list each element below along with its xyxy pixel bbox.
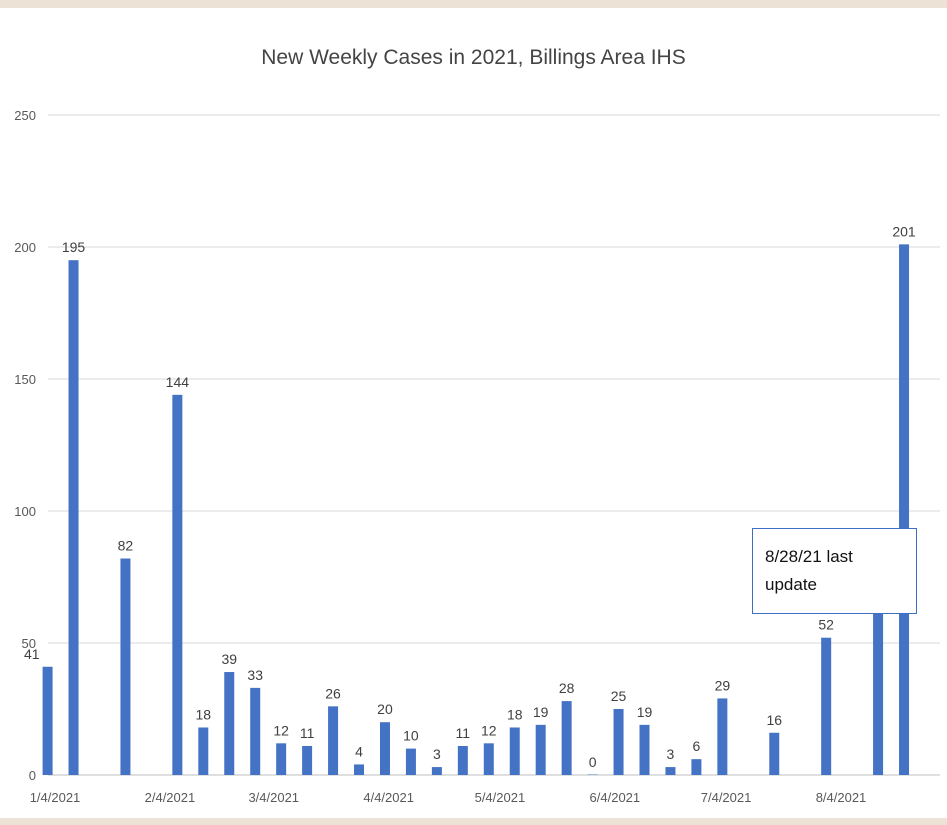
last-update-note: 8/28/21 last update bbox=[752, 528, 917, 614]
data-label: 11 bbox=[300, 725, 315, 741]
data-label: 39 bbox=[221, 651, 237, 667]
data-label: 12 bbox=[481, 722, 497, 738]
data-label: 19 bbox=[637, 704, 653, 720]
bar bbox=[691, 759, 702, 775]
data-label: 6 bbox=[693, 738, 701, 754]
bar bbox=[561, 701, 572, 775]
bar bbox=[665, 767, 676, 775]
data-label: 3 bbox=[667, 746, 675, 762]
bar bbox=[120, 558, 131, 775]
data-label: 18 bbox=[507, 706, 523, 722]
bar bbox=[613, 709, 624, 775]
data-label: 20 bbox=[377, 701, 393, 717]
x-tick-label: 1/4/2021 bbox=[30, 790, 81, 805]
data-label: 82 bbox=[118, 538, 134, 554]
bar bbox=[769, 732, 780, 775]
bar bbox=[250, 687, 261, 775]
y-tick-label: 150 bbox=[14, 372, 36, 387]
y-tick-label: 200 bbox=[14, 240, 36, 255]
data-label: 144 bbox=[166, 374, 190, 390]
data-label: 33 bbox=[247, 667, 263, 683]
bar bbox=[224, 672, 235, 775]
bar bbox=[302, 745, 313, 775]
x-tick-label: 7/4/2021 bbox=[701, 790, 752, 805]
bar bbox=[873, 553, 884, 775]
data-label: 11 bbox=[456, 725, 471, 741]
bar bbox=[379, 722, 390, 775]
bar bbox=[354, 764, 365, 775]
bar bbox=[483, 743, 494, 775]
data-label: 25 bbox=[611, 688, 627, 704]
data-label: 28 bbox=[559, 680, 575, 696]
data-label: 3 bbox=[433, 746, 441, 762]
data-label: 52 bbox=[818, 617, 834, 633]
chart-title: New Weekly Cases in 2021, Billings Area … bbox=[261, 46, 686, 69]
last-update-note-line2: update bbox=[765, 575, 817, 594]
data-label: 12 bbox=[273, 722, 289, 738]
x-tick-label: 2/4/2021 bbox=[145, 790, 196, 805]
bar bbox=[431, 767, 442, 775]
bar bbox=[276, 743, 287, 775]
chart-area: New Weekly Cases in 2021, Billings Area … bbox=[0, 8, 947, 818]
bar bbox=[509, 727, 520, 775]
data-label: 41 bbox=[24, 646, 40, 662]
bar bbox=[457, 745, 468, 775]
bar bbox=[587, 774, 598, 775]
data-label: 26 bbox=[325, 685, 341, 701]
bar bbox=[535, 724, 546, 775]
bar bbox=[899, 244, 910, 776]
bar bbox=[198, 727, 209, 775]
bar bbox=[328, 706, 339, 775]
data-label: 10 bbox=[403, 728, 419, 744]
data-label: 4 bbox=[355, 743, 363, 759]
y-tick-label: 250 bbox=[14, 108, 36, 123]
data-label: 29 bbox=[715, 677, 731, 693]
y-tick-label: 50 bbox=[22, 636, 36, 651]
x-tick-label: 3/4/2021 bbox=[248, 790, 299, 805]
data-label: 0 bbox=[589, 754, 597, 770]
x-tick-label: 8/4/2021 bbox=[816, 790, 867, 805]
bar bbox=[42, 666, 53, 775]
bar bbox=[821, 637, 832, 775]
x-tick-label: 5/4/2021 bbox=[475, 790, 526, 805]
x-tick-label: 6/4/2021 bbox=[590, 790, 641, 805]
y-tick-label: 100 bbox=[14, 504, 36, 519]
bar bbox=[405, 748, 416, 775]
y-tick-label: 0 bbox=[29, 768, 36, 783]
data-label: 19 bbox=[533, 704, 549, 720]
last-update-note-line1: 8/28/21 last bbox=[765, 547, 853, 566]
bar bbox=[68, 260, 79, 775]
bar bbox=[639, 724, 650, 775]
data-label: 195 bbox=[62, 239, 86, 255]
bar bbox=[717, 698, 728, 775]
bar bbox=[172, 394, 183, 775]
data-label: 201 bbox=[892, 223, 916, 239]
data-label: 16 bbox=[766, 712, 782, 728]
x-tick-label: 4/4/2021 bbox=[363, 790, 414, 805]
data-label: 18 bbox=[196, 706, 212, 722]
